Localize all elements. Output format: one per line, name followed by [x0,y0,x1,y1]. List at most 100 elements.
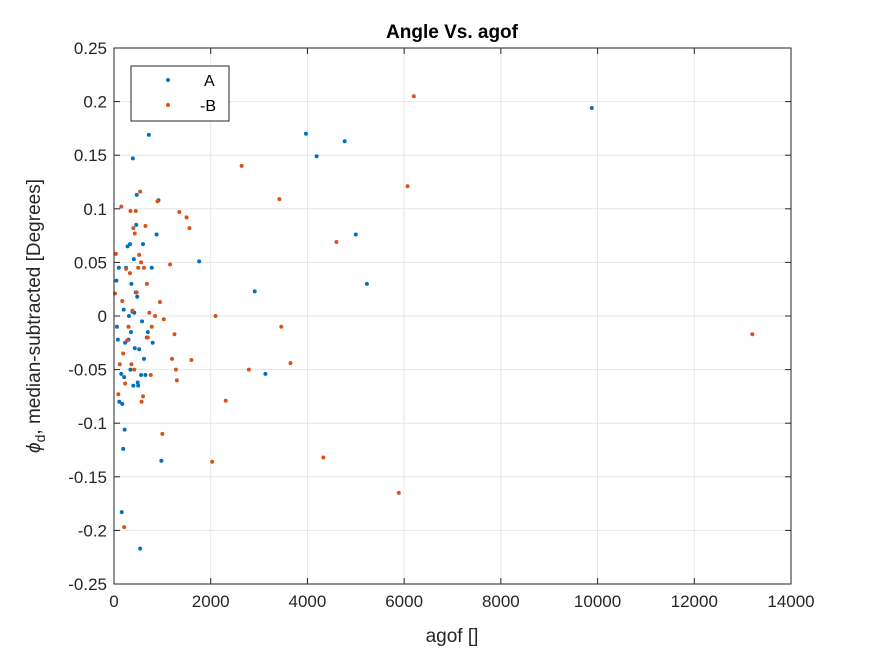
data-point-b [120,298,125,303]
data-point-b [173,367,178,372]
data-point-a [136,383,141,388]
data-point-a [130,156,135,161]
y-tick-label: -0.15 [68,468,107,487]
data-point-a [131,383,136,388]
data-point-b [210,459,215,464]
data-point-a [252,289,257,294]
data-point-b [147,310,152,315]
data-point-a [115,337,120,342]
data-point-b [157,300,162,305]
data-point-b [117,362,122,367]
data-point-a [138,546,143,551]
data-point-a [120,401,125,406]
data-point-b [161,317,166,322]
ticks [113,47,792,585]
x-tick-label: 4000 [289,592,327,611]
data-point-b [223,398,228,403]
legend-label-a: A [204,73,215,90]
data-point-b [121,351,126,356]
data-point-b [411,94,416,99]
y-tick-label: 0 [98,307,107,326]
y-tick-label: 0.1 [83,200,107,219]
y-tick-label: 0.15 [74,146,107,165]
data-point-b [143,223,148,228]
x-tick-label: 6000 [385,592,423,611]
data-point-a [303,131,308,136]
y-tick-label: 0.25 [74,39,107,58]
y-tick-label: 0.2 [83,93,107,112]
y-axis-title-text: , median-subtracted [Degrees] [24,179,45,435]
y-axis-title: ϕd, median-subtracted [Degrees] [24,179,48,453]
grid [114,48,791,584]
data-point-a [131,257,136,262]
data-point-a [150,340,155,345]
data-point-b [396,490,401,495]
x-tick-label: 8000 [482,592,520,611]
y-axis-title-symbol: ϕ [24,442,45,453]
series-b [112,94,755,530]
data-point-a [132,346,137,351]
data-point-b [132,367,137,372]
data-point-a [126,314,131,318]
data-point-a [141,356,146,361]
data-point-b [144,281,149,286]
data-point-b [277,197,282,202]
y-axis-title-subscript: d [32,435,48,443]
data-point-a [129,281,134,286]
data-point-a [589,106,594,111]
data-point-b [131,226,136,231]
data-point-b [139,260,144,265]
x-axis-title: agof [] [426,626,479,647]
data-point-a [143,372,148,377]
data-point-a [140,319,145,324]
data-point-a [314,154,319,159]
data-point-b [137,252,142,257]
data-point-b [189,357,194,362]
x-tick-label: 0 [109,592,118,611]
data-point-b [138,189,143,194]
data-point-a [119,510,124,515]
data-point-a [128,330,133,335]
data-point-b [139,399,144,404]
data-point-b [168,262,173,267]
data-point-b [136,265,141,270]
x-tick-label: 12000 [671,592,718,611]
data-point-a [119,371,124,376]
data-point-b [127,271,132,276]
data-point-a [135,380,140,385]
data-point-b [213,314,218,318]
data-point-b [334,240,339,245]
data-point-b [174,378,179,383]
data-point-a [197,259,202,264]
data-point-b [119,204,124,209]
data-point-a [364,281,369,286]
data-point-a [263,371,268,376]
data-point-a [353,232,358,237]
data-point-b [148,372,153,377]
data-point-b [153,314,158,318]
data-point-a [135,294,140,299]
data-point-a [159,458,164,463]
data-point-a [121,307,126,312]
data-point-b [170,356,175,361]
chart-title: Angle Vs. agof [386,22,519,43]
data-point-b [239,163,244,168]
data-point-b [129,362,134,367]
data-point-a [121,446,126,451]
data-point-b [123,381,128,386]
data-point-a [122,427,127,432]
data-point-a [134,222,139,227]
data-point-b [160,431,165,436]
data-point-a [114,278,119,283]
data-point-a [134,192,139,197]
data-point-b [134,290,139,295]
data-point-a [145,330,150,335]
y-tick-label: 0.05 [74,253,107,272]
legend-box [130,65,230,122]
data-point-b [187,226,192,231]
data-point-a [139,372,144,377]
data-point-a [116,265,121,270]
data-point-a [122,375,127,380]
data-point-b [125,338,130,343]
